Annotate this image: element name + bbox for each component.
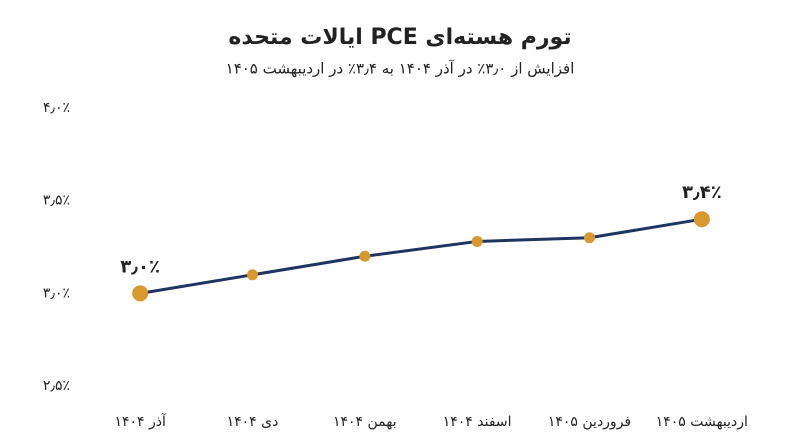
x-tick-label: آذر ۱۴۰۴ [114,413,167,430]
chart-subtitle: افزایش از ۳٫۰٪ در آذر ۱۴۰۴ به ۳٫۴٪ در ار… [226,60,575,78]
y-tick-label: ۳٫۵٪ [43,193,70,209]
x-tick-label: فروردین ۱۴۰۵ [548,414,631,430]
data-label: ۳٫۰٪ [120,256,160,277]
marker [693,211,710,228]
marker [471,235,483,247]
x-tick-label: اسفند ۱۴۰۴ [443,414,512,430]
y-tick-label: ۳٫۰٪ [43,285,70,301]
x-tick-label: اردیبهشت ۱۴۰۵ [656,414,748,430]
line [139,217,703,295]
marker [359,250,371,262]
x-tick-label: بهمن ۱۴۰۴ [333,414,397,430]
marker [132,285,149,302]
chart-title: تورم هسته‌ای PCE ایالات متحده [228,25,571,50]
marker [247,269,258,281]
x-tick-label: دی ۱۴۰۴ [227,414,279,430]
marker [584,232,595,244]
data-label: ۳٫۴٪ [682,182,722,203]
y-tick-label: ۲٫۵٪ [43,378,70,394]
y-tick-label: ۴٫۰٪ [43,100,70,116]
